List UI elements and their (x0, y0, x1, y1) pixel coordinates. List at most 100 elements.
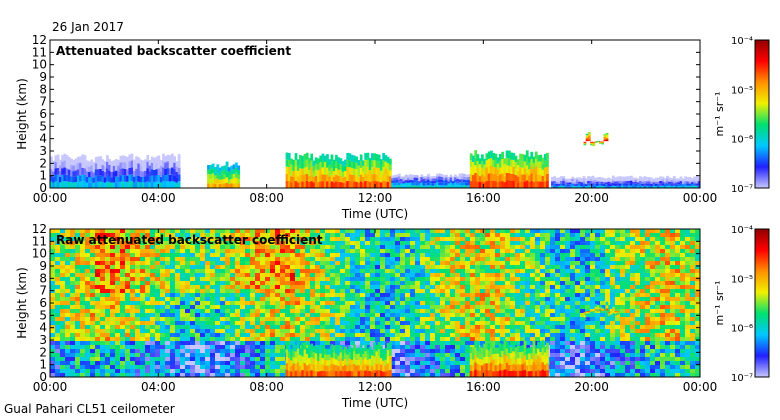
heat-cell (485, 153, 489, 161)
heat-cell (357, 165, 361, 172)
heat-cell (65, 233, 70, 237)
heat-cell (375, 174, 379, 182)
heat-cell (225, 245, 230, 249)
heat-cell (463, 173, 466, 177)
heat-cell (61, 155, 64, 162)
heat-cell (395, 253, 400, 257)
heat-cell (245, 313, 250, 317)
heat-cell (195, 261, 200, 265)
heat-cell (345, 337, 350, 341)
heat-cell (135, 265, 140, 269)
heat-cell (525, 301, 530, 305)
heat-cell (195, 349, 200, 353)
heat-cell (365, 257, 370, 261)
heat-cell (130, 353, 135, 357)
heat-cell (60, 317, 65, 321)
heat-cell (180, 297, 185, 301)
heat-cell (690, 184, 694, 187)
heat-cell (115, 357, 120, 361)
heat-cell (395, 293, 400, 297)
heat-cell (168, 181, 172, 188)
heat-cell (505, 269, 510, 273)
heat-cell (260, 321, 265, 325)
heat-cell (97, 175, 100, 182)
heat-cell (67, 175, 71, 182)
heat-cell (320, 333, 325, 337)
heat-cell (140, 301, 145, 305)
heat-cell (155, 321, 160, 325)
heat-cell (330, 329, 335, 333)
heat-cell (80, 349, 85, 353)
heat-cell (632, 177, 636, 180)
heat-cell (541, 175, 545, 182)
heat-cell (95, 293, 100, 297)
heat-cell (125, 289, 130, 293)
heat-cell (55, 301, 60, 305)
heat-cell (145, 285, 150, 289)
heat-cell (210, 289, 215, 293)
heat-cell (415, 261, 420, 265)
heat-cell (475, 265, 480, 269)
heat-cell (315, 337, 320, 341)
heat-cell (280, 277, 285, 281)
heat-cell (90, 345, 95, 349)
heat-cell (60, 297, 65, 301)
heat-cell (385, 329, 390, 333)
heat-cell (346, 180, 350, 188)
heat-cell (455, 229, 460, 233)
heat-cell (240, 365, 245, 369)
heat-cell (625, 178, 629, 182)
heat-cell (60, 249, 65, 253)
heat-cell (382, 181, 386, 188)
heat-cell (230, 170, 234, 175)
heat-cell (85, 171, 89, 177)
heat-cell (553, 185, 557, 188)
heat-cell (175, 253, 180, 257)
heat-cell (393, 177, 397, 181)
heat-cell (205, 233, 210, 237)
heat-cell (260, 249, 265, 253)
heat-cell (478, 170, 482, 177)
heat-cell (170, 301, 175, 305)
heat-cell (375, 317, 380, 321)
heat-cell (140, 313, 145, 317)
heat-cell (390, 341, 395, 345)
heat-cell (200, 293, 205, 297)
heat-cell (520, 261, 525, 265)
heat-cell (165, 305, 170, 309)
heat-cell (380, 277, 385, 281)
heat-cell (430, 245, 435, 249)
heat-cell (583, 143, 587, 145)
heat-cell (365, 277, 370, 281)
heat-cell (110, 289, 115, 293)
heat-cell (455, 305, 460, 309)
heat-cell (245, 337, 250, 341)
heat-cell (525, 297, 530, 301)
heat-cell (641, 181, 645, 184)
heat-cell (170, 229, 175, 233)
y-tick-label: 0 (39, 181, 47, 195)
heat-cell (150, 156, 154, 163)
heat-cell (365, 285, 370, 289)
heat-cell (495, 333, 500, 337)
heat-cell (395, 174, 399, 178)
heat-cell (240, 237, 245, 241)
heat-cell (160, 325, 165, 329)
heat-cell (415, 245, 420, 249)
heat-cell (475, 297, 480, 301)
heat-cell (625, 181, 629, 184)
heat-cell (140, 353, 145, 357)
heat-cell (185, 321, 190, 325)
heat-cell (350, 345, 355, 349)
heat-cell (319, 155, 323, 163)
colorbar-gradient (754, 39, 770, 189)
heat-cell (190, 309, 195, 313)
heat-cell (364, 180, 368, 188)
heat-cell (125, 233, 130, 237)
heat-cell (290, 309, 295, 313)
heat-cell (155, 317, 160, 321)
heat-cell (364, 173, 368, 181)
heat-cell (250, 301, 255, 305)
heat-cell (405, 293, 410, 297)
heat-cell (175, 285, 180, 289)
